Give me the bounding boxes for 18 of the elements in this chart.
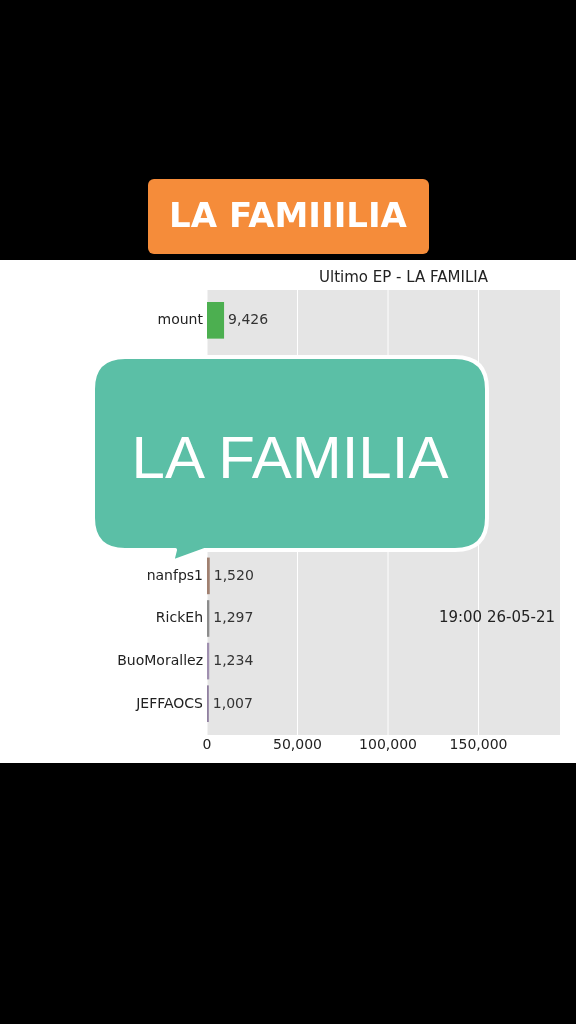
annotation: LA FAMILIA — [131, 423, 449, 491]
x-tick-label: 150,000 — [449, 736, 508, 752]
y-tick-label: mount — [157, 311, 204, 328]
annotation: 19:00 26-05-21 — [438, 608, 555, 626]
chart-title: Ultimo EP - LA FAMILIA — [319, 268, 489, 286]
text: LA FAMIIILIA — [169, 194, 408, 235]
x-tick-label: 100,000 — [359, 736, 417, 752]
y-tick-label: nanfps1 — [146, 566, 203, 583]
x-tick-label: 50,000 — [273, 736, 323, 752]
data-label: 1,520 — [213, 566, 254, 583]
x-tick-label: 0 — [202, 736, 212, 752]
data-label: 1,297 — [213, 609, 254, 626]
y-tick-label: BuoMorallez — [117, 652, 203, 669]
data-label: 9,426 — [228, 311, 269, 328]
data-label: 1,007 — [212, 694, 253, 711]
y-tick-label: JEFFAOCS — [135, 694, 204, 711]
data-label: 1,234 — [213, 652, 254, 669]
y-tick-label: RickEh — [155, 609, 203, 626]
